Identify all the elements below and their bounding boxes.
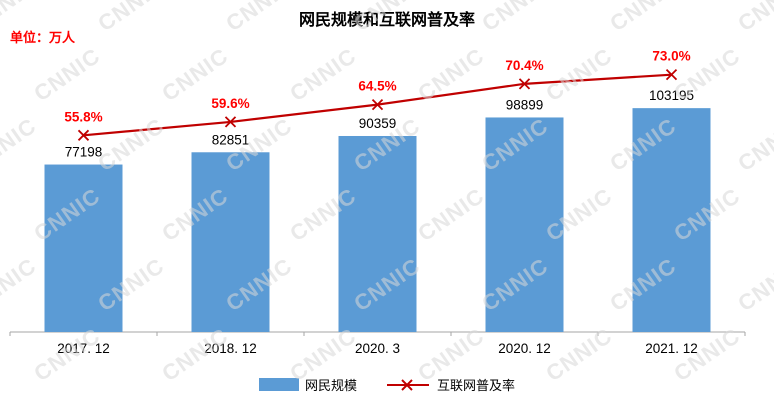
legend: 网民规模 互联网普及率 xyxy=(0,375,774,394)
category-label: 2017. 12 xyxy=(57,341,110,356)
bar xyxy=(632,108,711,332)
legend-bars-label: 网民规模 xyxy=(304,378,357,393)
category-label: 2018. 12 xyxy=(204,341,257,356)
bar-value-label: 103195 xyxy=(649,88,694,103)
category-label: 2020. 12 xyxy=(498,341,551,356)
legend-line-label: 互联网普及率 xyxy=(437,378,516,393)
x-marker-icon xyxy=(518,78,531,90)
legend-item-penetration: 互联网普及率 xyxy=(385,375,515,394)
bar xyxy=(338,135,417,332)
unit-label: 单位：万人 xyxy=(10,30,76,45)
legend-item-netizens: 网民规模 xyxy=(258,375,357,394)
line-legend-swatch xyxy=(387,378,429,391)
bar-legend-swatch xyxy=(258,378,299,391)
bar xyxy=(485,117,564,333)
percent-label: 73.0% xyxy=(652,49,690,64)
percent-label: 64.5% xyxy=(358,79,396,94)
x-marker-icon xyxy=(371,99,384,111)
category-label: 2021. 12 xyxy=(645,341,698,356)
category-label: 2020. 3 xyxy=(355,341,400,356)
percent-label: 55.8% xyxy=(64,109,102,124)
percent-label: 59.6% xyxy=(211,96,249,111)
bar xyxy=(44,164,123,332)
bar-value-label: 82851 xyxy=(212,132,250,147)
chart-title: 网民规模和互联网普及率 xyxy=(298,12,475,29)
x-marker-icon xyxy=(77,129,90,141)
x-marker-icon xyxy=(224,116,237,128)
legend-x-marker-icon xyxy=(401,378,413,391)
bar-value-label: 98899 xyxy=(506,97,544,112)
bar-value-label: 90359 xyxy=(359,116,397,131)
bar-value-label: 77198 xyxy=(65,145,103,160)
percent-label: 70.4% xyxy=(505,58,543,73)
x-marker-icon xyxy=(665,69,678,81)
bar xyxy=(191,152,270,332)
